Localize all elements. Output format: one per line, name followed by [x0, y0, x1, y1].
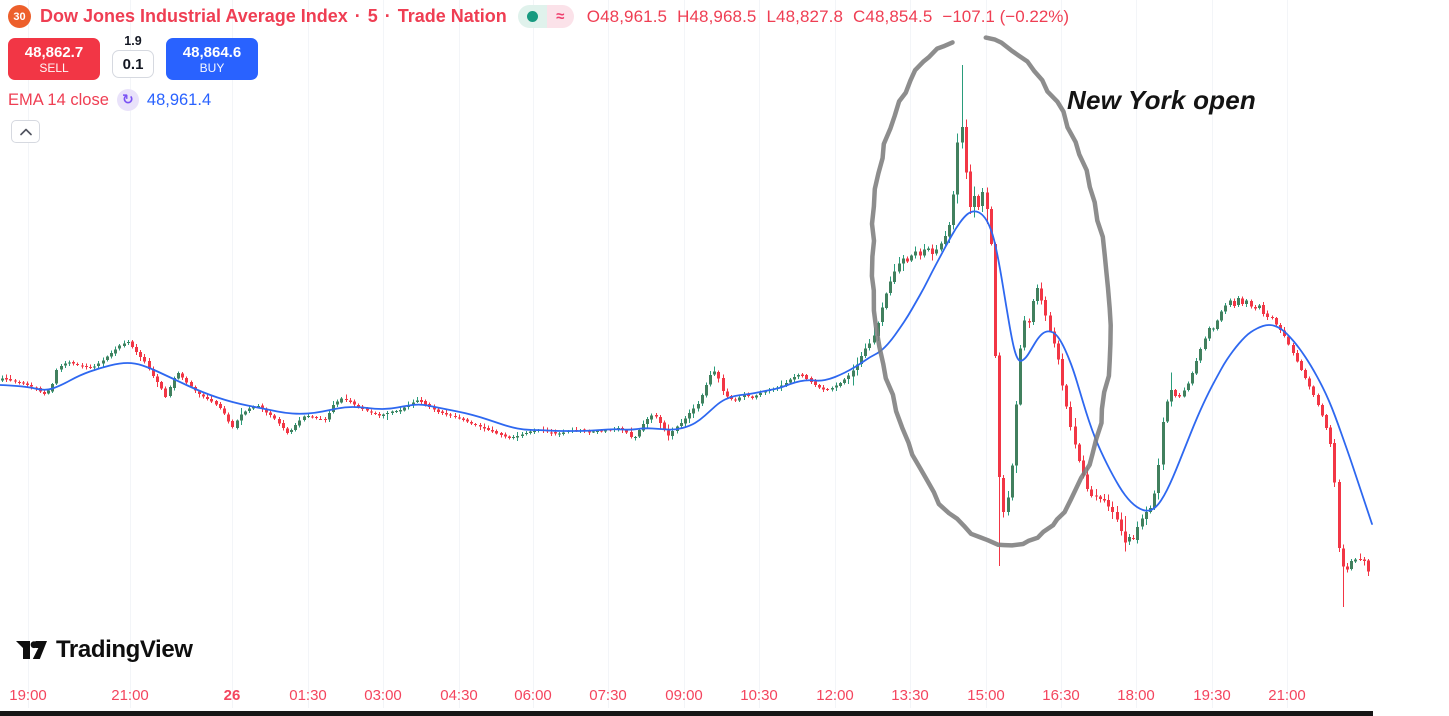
candles-layer	[1, 65, 1370, 607]
trade-panel: 48,862.7 SELL 1.9 0.1 48,864.6 BUY	[8, 34, 258, 80]
time-label: 19:00	[9, 687, 47, 704]
separator-dot: ·	[354, 6, 361, 26]
collapse-button[interactable]	[11, 120, 40, 143]
sell-button[interactable]: 48,862.7 SELL	[8, 38, 100, 80]
time-label: 21:00	[1268, 687, 1306, 704]
symbol-provider[interactable]: Trade Nation	[397, 6, 507, 26]
grid-lines	[28, 0, 1288, 708]
time-label: 12:00	[816, 687, 854, 704]
symbol-name[interactable]: Dow Jones Industrial Average Index	[40, 6, 348, 26]
time-label: 01:30	[289, 687, 327, 704]
buy-button[interactable]: 48,864.6 BUY	[166, 38, 258, 80]
chevron-up-icon	[19, 128, 32, 135]
time-label: 21:00	[111, 687, 149, 704]
time-label: 16:30	[1042, 687, 1080, 704]
ohlc-low: L48,827.8	[766, 6, 844, 26]
time-label: 03:00	[364, 687, 402, 704]
time-label: 19:30	[1193, 687, 1231, 704]
ohlc-legend: O48,961.5 H48,968.5 L48,827.8 C48,854.5 …	[587, 7, 1069, 27]
delayed-data-icon: ≈	[546, 5, 574, 28]
ohlc-open: O48,961.5	[586, 6, 668, 26]
separator-dot: ·	[384, 6, 391, 26]
spread-top-value: 1.9	[124, 34, 142, 48]
market-status-pill[interactable]: ≈	[517, 5, 574, 28]
ohlc-high: H48,968.5	[677, 6, 757, 26]
sell-price: 48,862.7	[24, 43, 84, 61]
tradingview-logo[interactable]: TradingView	[14, 636, 193, 664]
time-label: 04:30	[440, 687, 478, 704]
buy-label: BUY	[199, 60, 225, 75]
time-label: 10:30	[740, 687, 778, 704]
spread: 1.9 0.1	[112, 34, 154, 78]
time-axis[interactable]: 19:00 21:00 26 01:30 03:00 04:30 06:00 07:30 09:…	[0, 684, 1449, 710]
ema-line[interactable]	[0, 210, 1373, 525]
sell-label: SELL	[39, 60, 69, 75]
annotation-ellipse[interactable]	[869, 35, 1113, 548]
market-open-dot-icon	[517, 5, 547, 28]
buy-price: 48,864.6	[182, 43, 242, 61]
time-label: 06:00	[514, 687, 552, 704]
bottom-bar	[0, 711, 1373, 716]
time-label: 18:00	[1117, 687, 1155, 704]
time-label: 13:30	[891, 687, 929, 704]
annotation-new-york-open[interactable]: New York open	[1067, 85, 1256, 115]
tradingview-logo-text: TradingView	[56, 636, 193, 663]
time-label: 07:30	[589, 687, 627, 704]
indicator-legend[interactable]: EMA 14 close ↻ 48,961.4	[8, 89, 211, 111]
count-badge[interactable]: 30	[8, 5, 31, 28]
symbol-interval[interactable]: 5	[367, 6, 378, 26]
indicator-value: 48,961.4	[146, 90, 212, 109]
time-label: 26	[223, 687, 241, 704]
symbol-legend: 30 Dow Jones Industrial Average Index · …	[8, 5, 1069, 28]
spread-value: 0.1	[112, 50, 154, 78]
symbol-title[interactable]: Dow Jones Industrial Average Index · 5 ·…	[40, 6, 507, 27]
sync-icon: ↻	[116, 89, 139, 111]
ohlc-change: −107.1 (−0.22%)	[942, 6, 1070, 26]
indicator-label[interactable]: EMA 14 close	[8, 90, 109, 109]
time-label: 09:00	[665, 687, 703, 704]
tradingview-mark-icon	[16, 641, 47, 659]
time-label: 15:00	[967, 687, 1005, 704]
ohlc-close: C48,854.5	[853, 6, 933, 26]
